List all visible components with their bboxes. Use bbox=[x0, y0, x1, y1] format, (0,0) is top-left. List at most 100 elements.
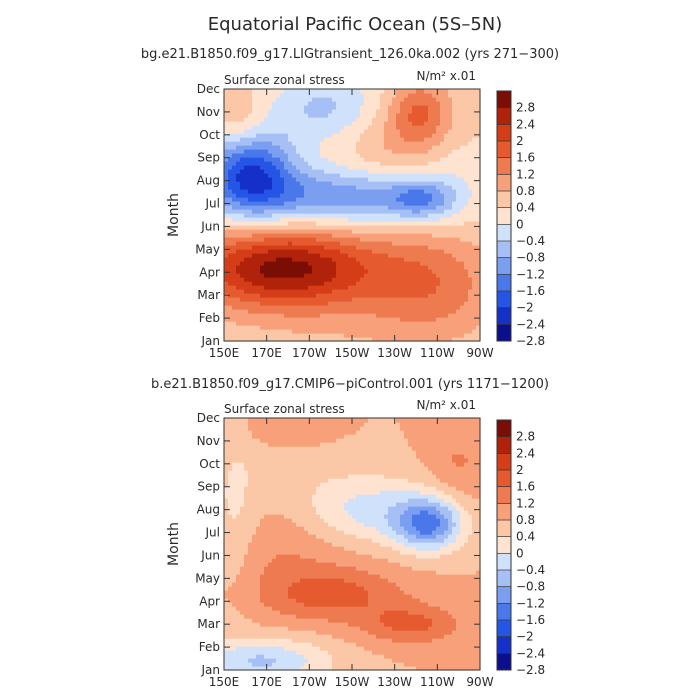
heat-cell bbox=[380, 337, 385, 342]
heat-cell bbox=[404, 293, 409, 298]
heat-cell bbox=[332, 109, 337, 114]
heat-cell bbox=[244, 145, 249, 150]
heat-cell bbox=[436, 622, 441, 627]
heat-cell bbox=[340, 618, 345, 623]
heat-cell bbox=[280, 97, 285, 102]
heat-cell bbox=[456, 309, 461, 314]
heat-cell bbox=[412, 285, 417, 290]
heat-cell bbox=[364, 101, 369, 106]
heat-cell bbox=[452, 105, 457, 110]
heat-cell bbox=[284, 654, 289, 659]
heat-cell bbox=[332, 325, 337, 330]
heat-cell bbox=[404, 277, 409, 282]
heat-cell bbox=[448, 333, 453, 338]
heat-cell bbox=[468, 109, 473, 114]
heat-cell bbox=[448, 189, 453, 194]
heat-cell bbox=[320, 253, 325, 258]
heat-cell bbox=[344, 293, 349, 298]
heat-cell bbox=[296, 125, 301, 130]
heat-cell bbox=[360, 297, 365, 302]
heat-cell bbox=[352, 181, 357, 186]
heat-cell bbox=[352, 241, 357, 246]
heat-cell bbox=[228, 157, 233, 162]
heat-cell bbox=[320, 293, 325, 298]
heat-cell bbox=[320, 301, 325, 306]
heat-cell bbox=[264, 233, 269, 238]
heat-cell bbox=[376, 149, 381, 154]
heat-cell bbox=[320, 145, 325, 150]
heat-cell bbox=[400, 169, 405, 174]
heat-cell bbox=[424, 201, 429, 206]
heat-cell bbox=[276, 245, 281, 250]
heat-cell bbox=[228, 109, 233, 114]
heat-cell bbox=[476, 642, 481, 647]
heat-cell bbox=[248, 257, 253, 262]
heat-cell bbox=[340, 269, 345, 274]
heat-cell bbox=[420, 638, 425, 643]
heat-cell bbox=[452, 109, 457, 114]
heat-cell bbox=[240, 221, 245, 226]
heat-cell bbox=[472, 257, 477, 262]
heat-cell bbox=[412, 269, 417, 274]
heat-cell bbox=[328, 233, 333, 238]
heat-cell bbox=[352, 618, 357, 623]
heat-cell bbox=[224, 161, 229, 166]
heat-cell bbox=[248, 630, 253, 635]
heat-cell bbox=[256, 217, 261, 222]
heat-cell bbox=[224, 229, 229, 234]
heat-cell bbox=[332, 333, 337, 338]
figure-title: Equatorial Pacific Ocean (5S–5N) bbox=[208, 14, 503, 35]
heat-cell bbox=[304, 321, 309, 326]
heat-cell bbox=[412, 297, 417, 302]
heat-cell bbox=[404, 281, 409, 286]
heat-cell bbox=[292, 321, 297, 326]
heat-cell bbox=[420, 273, 425, 278]
heat-cell bbox=[268, 129, 273, 134]
heat-cell bbox=[364, 253, 369, 258]
heat-cell bbox=[408, 265, 413, 270]
heat-cell bbox=[400, 153, 405, 158]
heat-cell bbox=[376, 281, 381, 286]
heat-cell bbox=[428, 630, 433, 635]
heat-cell bbox=[308, 642, 313, 647]
heat-cell bbox=[452, 189, 457, 194]
heat-cell bbox=[272, 622, 277, 627]
heat-cell bbox=[452, 245, 457, 250]
heat-cell bbox=[268, 185, 273, 190]
heat-cell bbox=[420, 229, 425, 234]
heat-cell bbox=[416, 197, 421, 202]
heat-cell bbox=[460, 333, 465, 338]
heat-cell bbox=[448, 221, 453, 226]
heat-cell bbox=[248, 646, 253, 651]
heat-cell bbox=[316, 157, 321, 162]
heat-cell bbox=[388, 301, 393, 306]
heat-cell bbox=[476, 161, 481, 166]
heat-cell bbox=[348, 285, 353, 290]
heat-cell bbox=[304, 133, 309, 138]
heat-cell bbox=[396, 638, 401, 643]
heat-cell bbox=[360, 666, 365, 671]
heat-cell bbox=[328, 217, 333, 222]
heat-cell bbox=[380, 213, 385, 218]
heat-cell bbox=[312, 169, 317, 174]
heat-cell bbox=[420, 201, 425, 206]
heat-cell bbox=[352, 125, 357, 130]
heat-cell bbox=[396, 117, 401, 122]
heat-cell bbox=[300, 654, 305, 659]
heat-cell bbox=[372, 233, 377, 238]
panel-1-subtitle: bg.e21.B1850.f09_g17.LIGtransient_126.0k… bbox=[141, 47, 559, 62]
heat-cell bbox=[272, 293, 277, 298]
heat-cell bbox=[232, 237, 237, 242]
heat-cell bbox=[272, 297, 277, 302]
heat-cell bbox=[236, 257, 241, 262]
heat-cell bbox=[296, 153, 301, 158]
heat-cell bbox=[308, 237, 313, 242]
heat-cell bbox=[280, 105, 285, 110]
heat-cell bbox=[280, 614, 285, 619]
heat-cell bbox=[304, 658, 309, 663]
heat-cell bbox=[224, 285, 229, 290]
heat-cell bbox=[240, 201, 245, 206]
heat-cell bbox=[420, 261, 425, 266]
heat-cell bbox=[452, 221, 457, 226]
heat-cell bbox=[384, 305, 389, 310]
